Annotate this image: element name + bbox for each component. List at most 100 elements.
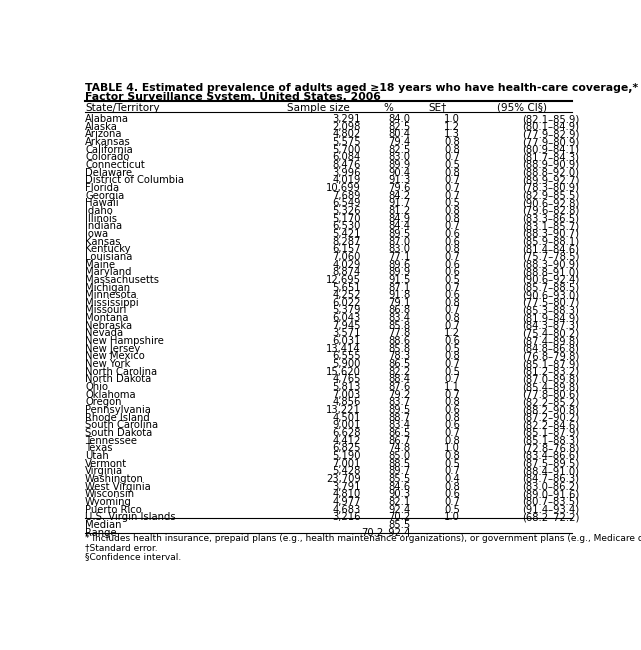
Text: 4,019: 4,019 xyxy=(333,176,361,185)
Text: 0.8: 0.8 xyxy=(444,313,460,323)
Text: 0.8: 0.8 xyxy=(444,206,460,216)
Text: 1.1: 1.1 xyxy=(444,382,460,392)
Text: 88.6: 88.6 xyxy=(388,336,410,346)
Text: 80.4: 80.4 xyxy=(388,129,410,139)
Text: (77.8–80.6): (77.8–80.6) xyxy=(522,390,579,400)
Text: California: California xyxy=(85,145,133,155)
Text: (68.2–72.2): (68.2–72.2) xyxy=(522,512,579,522)
Text: 89.5: 89.5 xyxy=(388,229,410,239)
Text: 7,945: 7,945 xyxy=(332,321,361,331)
Text: U.S. Virgin Islands: U.S. Virgin Islands xyxy=(85,512,176,522)
Text: (85.3–88.3): (85.3–88.3) xyxy=(522,306,579,315)
Text: 85.0: 85.0 xyxy=(388,451,410,461)
Text: 12,695: 12,695 xyxy=(326,275,361,285)
Text: (88.4–91.0): (88.4–91.0) xyxy=(522,466,579,476)
Text: 4,501: 4,501 xyxy=(333,413,361,422)
Text: 84.6: 84.6 xyxy=(388,482,410,491)
Text: Missouri: Missouri xyxy=(85,306,126,315)
Text: 0.6: 0.6 xyxy=(444,489,460,499)
Text: (78.3–80.9): (78.3–80.9) xyxy=(522,183,579,193)
Text: 92.4: 92.4 xyxy=(388,504,410,515)
Text: 6,825: 6,825 xyxy=(332,443,361,453)
Text: 0.7: 0.7 xyxy=(444,428,460,438)
Text: 86.7: 86.7 xyxy=(388,436,410,446)
Text: (90.6–92.8): (90.6–92.8) xyxy=(522,198,579,208)
Text: 0.7: 0.7 xyxy=(444,283,460,292)
Text: 7,001: 7,001 xyxy=(333,459,361,469)
Text: Massachusetts: Massachusetts xyxy=(85,275,159,285)
Text: 77.1: 77.1 xyxy=(388,252,410,262)
Text: (81.9–84.9): (81.9–84.9) xyxy=(522,313,579,323)
Text: Tennessee: Tennessee xyxy=(85,436,137,446)
Text: 8,874: 8,874 xyxy=(333,267,361,277)
Text: 0.5: 0.5 xyxy=(444,504,460,515)
Text: (85.1–87.9): (85.1–87.9) xyxy=(522,359,579,369)
Text: Factor Surveillance System, United States, 2006: Factor Surveillance System, United State… xyxy=(85,92,381,102)
Text: Kentucky: Kentucky xyxy=(85,244,131,254)
Text: Connecticut: Connecticut xyxy=(85,160,145,170)
Text: 5,379: 5,379 xyxy=(332,306,361,315)
Text: Hawaii: Hawaii xyxy=(85,198,119,208)
Text: 0.5: 0.5 xyxy=(444,275,460,285)
Text: 4,802: 4,802 xyxy=(333,129,361,139)
Text: (81.2–83.2): (81.2–83.2) xyxy=(522,367,579,377)
Text: 8,476: 8,476 xyxy=(333,160,361,170)
Text: 1.3: 1.3 xyxy=(444,129,460,139)
Text: (76.8–79.8): (76.8–79.8) xyxy=(522,352,579,361)
Text: 3,216: 3,216 xyxy=(332,512,361,522)
Text: West Virginia: West Virginia xyxy=(85,482,151,491)
Text: (87.2–90.2): (87.2–90.2) xyxy=(522,413,579,422)
Text: New Hampshire: New Hampshire xyxy=(85,336,164,346)
Text: Median: Median xyxy=(85,520,122,530)
Text: 85.5: 85.5 xyxy=(388,474,410,484)
Text: (82.2–84.6): (82.2–84.6) xyxy=(522,421,579,430)
Text: 91.8: 91.8 xyxy=(388,290,410,300)
Text: Texas: Texas xyxy=(85,443,113,453)
Text: 0.8: 0.8 xyxy=(444,397,460,408)
Text: Alabama: Alabama xyxy=(85,114,129,124)
Text: (91.4–93.4): (91.4–93.4) xyxy=(522,504,579,515)
Text: Arizona: Arizona xyxy=(85,129,122,139)
Text: 78.3: 78.3 xyxy=(388,352,410,361)
Text: State/Territory: State/Territory xyxy=(85,103,160,112)
Text: 0.8: 0.8 xyxy=(444,413,460,422)
Text: 1.2: 1.2 xyxy=(444,122,460,132)
Text: 89.5: 89.5 xyxy=(388,405,410,415)
Text: 13,221: 13,221 xyxy=(326,405,361,415)
Text: 6,549: 6,549 xyxy=(332,198,361,208)
Text: (85.9–88.1): (85.9–88.1) xyxy=(522,237,579,246)
Text: 82.5: 82.5 xyxy=(388,145,410,155)
Text: (81.4–84.6): (81.4–84.6) xyxy=(522,244,579,254)
Text: 82.2: 82.2 xyxy=(388,367,410,377)
Text: Georgia: Georgia xyxy=(85,190,124,201)
Text: 79.2: 79.2 xyxy=(388,390,410,400)
Text: 86.5: 86.5 xyxy=(388,359,410,369)
Text: 84.2: 84.2 xyxy=(388,190,410,201)
Text: New York: New York xyxy=(85,359,131,369)
Text: 82.5: 82.5 xyxy=(388,122,410,132)
Text: 85.8: 85.8 xyxy=(388,321,410,331)
Text: (84.7–86.3): (84.7–86.3) xyxy=(522,474,579,484)
Text: Maine: Maine xyxy=(85,259,115,270)
Text: Wyoming: Wyoming xyxy=(85,497,132,507)
Text: (95% CI§): (95% CI§) xyxy=(497,103,547,112)
Text: New Jersey: New Jersey xyxy=(85,344,140,354)
Text: (88.3–90.7): (88.3–90.7) xyxy=(522,229,579,239)
Text: 0.7: 0.7 xyxy=(444,176,460,185)
Text: 5,421: 5,421 xyxy=(332,229,361,239)
Text: 83.0: 83.0 xyxy=(388,244,410,254)
Text: 88.7: 88.7 xyxy=(388,413,410,422)
Text: 89.9: 89.9 xyxy=(388,160,410,170)
Text: (87.4–89.8): (87.4–89.8) xyxy=(522,336,579,346)
Text: 0.4: 0.4 xyxy=(444,474,460,484)
Text: Oklahoma: Oklahoma xyxy=(85,390,136,400)
Text: Wisconsin: Wisconsin xyxy=(85,489,135,499)
Text: 0.6: 0.6 xyxy=(444,290,460,300)
Text: 0.7: 0.7 xyxy=(444,321,460,331)
Text: District of Columbia: District of Columbia xyxy=(85,176,184,185)
Text: 5,900: 5,900 xyxy=(333,359,361,369)
Text: 6,530: 6,530 xyxy=(333,221,361,231)
Text: 4,810: 4,810 xyxy=(333,489,361,499)
Text: (85.4–89.8): (85.4–89.8) xyxy=(522,382,579,392)
Text: 3,571: 3,571 xyxy=(332,328,361,339)
